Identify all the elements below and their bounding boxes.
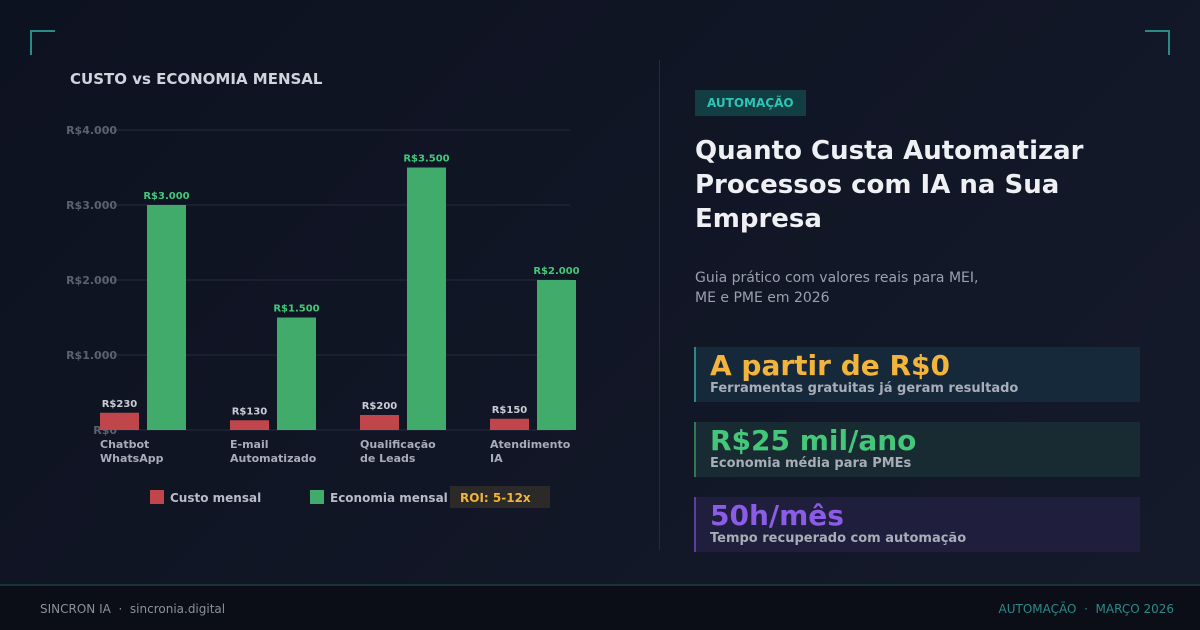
bar-savings [537, 280, 576, 430]
legend-label: Economia mensal [330, 491, 448, 505]
legend-label: Custo mensal [170, 491, 261, 505]
bar-savings [277, 317, 316, 430]
legend-swatch [310, 490, 324, 504]
bar-cost [490, 418, 529, 430]
x-tick-label: Chatbot [100, 438, 149, 451]
data-label: R$200 [362, 401, 398, 412]
background [0, 0, 1200, 585]
stat-desc: Ferramentas gratuitas já geram resultado [710, 381, 1019, 396]
stat-desc: Tempo recuperado com automação [710, 531, 967, 546]
footer-meta: AUTOMAÇÃO · MARÇO 2026 [998, 602, 1175, 616]
y-tick-label: R$1.000 [66, 349, 117, 362]
x-tick-label: IA [490, 452, 503, 465]
divider [659, 60, 660, 550]
roi-label: ROI: 5-12x [460, 491, 531, 505]
x-tick-label: Automatizado [230, 452, 317, 465]
stat-value: A partir de R$0 [710, 349, 951, 382]
x-tick-label: E-mail [230, 438, 269, 451]
stat-value: 50h/mês [710, 499, 844, 532]
bar-savings [407, 167, 446, 430]
stat-desc: Economia média para PMEs [710, 456, 912, 471]
stat-value: R$25 mil/ano [710, 424, 917, 457]
page-title: Quanto Custa Automatizar Processos com I… [695, 136, 1084, 234]
y-tick-label: R$3.000 [66, 199, 117, 212]
data-label: R$1.500 [273, 304, 319, 315]
legend-swatch [150, 490, 164, 504]
y-tick-label: R$4.000 [66, 124, 117, 137]
bar-cost [230, 420, 269, 430]
data-label: R$2.000 [533, 266, 579, 277]
data-label: R$3.000 [143, 191, 189, 202]
roi-badge [450, 486, 550, 508]
footer-brand: SINCRON IA · sincronia.digital [40, 602, 226, 616]
x-tick-label: Qualificação [360, 438, 436, 451]
category-tag: AUTOMAÇÃO [695, 90, 806, 116]
stat-card-time: 50h/mês Tempo recuperado com automação [694, 497, 1140, 552]
data-label: R$150 [492, 405, 528, 416]
bar-cost [100, 412, 139, 430]
corner-decoration [30, 30, 55, 55]
data-label: R$230 [102, 399, 138, 410]
y-tick-label: R$2.000 [66, 274, 117, 287]
corner-decoration [1145, 30, 1170, 55]
x-tick-label: Atendimento [490, 438, 571, 451]
data-label: R$3.500 [403, 154, 449, 165]
bar-chart: R$0R$1.000R$2.000R$3.000R$4.000R$230R$3.… [66, 124, 580, 508]
x-tick-label: de Leads [360, 452, 416, 465]
chart-title: CUSTO vs ECONOMIA MENSAL [70, 70, 323, 88]
stat-card-savings: R$25 mil/ano Economia média para PMEs [694, 422, 1140, 477]
bar-cost [360, 415, 399, 430]
footer: SINCRON IA · sincronia.digital AUTOMAÇÃO… [0, 584, 1200, 630]
stat-card-cost: A partir de R$0 Ferramentas gratuitas já… [694, 347, 1140, 402]
x-tick-label: WhatsApp [100, 452, 164, 465]
subtitle: Guia prático com valores reais para MEI,… [695, 270, 979, 306]
data-label: R$130 [232, 406, 268, 417]
bar-savings [147, 205, 186, 430]
